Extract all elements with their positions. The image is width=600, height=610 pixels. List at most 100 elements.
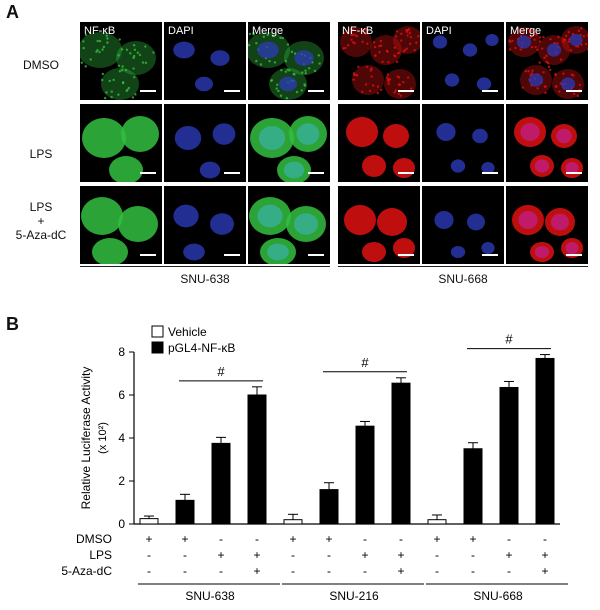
micrograph-r2-c4: [422, 186, 504, 264]
bar: [463, 448, 483, 525]
cell-line-label-left: SNU-638: [180, 272, 230, 286]
condition-sign: -: [471, 548, 475, 562]
scale-bar: [482, 254, 498, 256]
bar: [355, 425, 375, 525]
condition-label: LPS: [89, 548, 112, 562]
cell-line-underline-right: [338, 266, 588, 267]
micrograph-r2-c1: [164, 186, 246, 264]
bar: [427, 519, 447, 525]
micrograph-r0-c3: NF-κB: [338, 22, 420, 100]
scale-bar: [224, 254, 240, 256]
condition-sign: -: [435, 564, 439, 578]
condition-sign: +: [397, 564, 404, 578]
group-label: SNU-668: [473, 589, 523, 603]
condition-sign: -: [435, 548, 439, 562]
condition-sign: -: [183, 564, 187, 578]
y-tick-label: 2: [118, 474, 125, 488]
condition-sign: -: [507, 564, 511, 578]
condition-sign: +: [541, 564, 548, 578]
scale-bar: [398, 90, 414, 92]
scale-bar: [140, 254, 156, 256]
micrograph-r1-c4: [422, 104, 504, 182]
channel-label: Merge: [510, 25, 542, 37]
significance-mark: #: [361, 355, 369, 370]
condition-sign: +: [469, 532, 476, 546]
y-axis-unit: (x 10²): [97, 422, 109, 454]
condition-sign: +: [361, 548, 368, 562]
condition-sign: +: [289, 532, 296, 546]
scale-bar: [140, 90, 156, 92]
condition-sign: +: [325, 532, 332, 546]
scale-bar: [482, 172, 498, 174]
condition-sign: -: [147, 548, 151, 562]
micrograph-r2-c3: [338, 186, 420, 264]
y-tick-label: 8: [118, 345, 125, 359]
luciferase-bar-chart: 0 2 4 6 8 Relative Luciferase Activity (x 10²)…: [61, 325, 568, 603]
scale-bar: [398, 254, 414, 256]
bar: [283, 519, 303, 525]
micrograph-r0-c4: DAPI: [422, 22, 504, 100]
micrograph-r2-c5: [506, 186, 588, 264]
condition-sign: -: [291, 564, 295, 578]
scale-bar: [308, 172, 324, 174]
scale-bar: [224, 90, 240, 92]
micrograph-r1-c1: [164, 104, 246, 182]
legend-swatch: [151, 341, 164, 354]
micrograph-r0-c2: Merge: [248, 22, 330, 100]
condition-label: DMSO: [76, 532, 112, 546]
condition-sign: -: [327, 548, 331, 562]
condition-sign: +: [181, 532, 188, 546]
y-tick-label: 6: [118, 388, 125, 402]
row-label-0: DMSO: [23, 58, 59, 72]
condition-sign: -: [543, 532, 547, 546]
legend-swatch: [151, 325, 164, 338]
micrograph-r1-c3: [338, 104, 420, 182]
condition-sign: -: [399, 532, 403, 546]
bar: [535, 357, 555, 525]
channel-label: NF-κB: [84, 25, 116, 37]
channel-label: Merge: [252, 25, 284, 37]
bar: [499, 386, 519, 525]
condition-sign: -: [219, 564, 223, 578]
micrograph-r2-c0: [80, 186, 162, 264]
condition-sign: -: [363, 564, 367, 578]
legend-label: Vehicle: [168, 325, 207, 339]
condition-sign: +: [253, 564, 260, 578]
panel-a-letter: A: [6, 2, 19, 22]
micrograph-r0-c0: NF-κB: [80, 22, 162, 100]
condition-sign: -: [255, 532, 259, 546]
significance-mark: #: [505, 332, 513, 347]
bar: [247, 394, 267, 525]
legend-label: pGL4-NF-κB: [168, 341, 235, 355]
group-label: SNU-216: [329, 589, 379, 603]
condition-sign: +: [145, 532, 152, 546]
channel-label: NF-κB: [342, 25, 374, 37]
condition-sign: -: [471, 564, 475, 578]
condition-sign: -: [363, 532, 367, 546]
scale-bar: [566, 254, 582, 256]
bar: [175, 499, 195, 525]
micrograph-r1-c0: [80, 104, 162, 182]
condition-sign: -: [291, 548, 295, 562]
scale-bar: [566, 90, 582, 92]
condition-sign: +: [217, 548, 224, 562]
bar: [391, 382, 411, 525]
condition-sign: -: [507, 532, 511, 546]
significance-mark: #: [217, 364, 225, 379]
scale-bar: [308, 254, 324, 256]
condition-sign: +: [505, 548, 512, 562]
scale-bar: [308, 90, 324, 92]
condition-sign: +: [541, 548, 548, 562]
row-label-1: LPS: [29, 147, 53, 161]
condition-sign: +: [397, 548, 404, 562]
y-tick-label: 4: [118, 431, 125, 445]
y-axis-label: Relative Luciferase Activity: [79, 367, 93, 510]
group-label: SNU-638: [185, 589, 235, 603]
scale-bar: [482, 90, 498, 92]
condition-sign: -: [183, 548, 187, 562]
condition-sign: +: [433, 532, 440, 546]
row-label-2: LPS + 5-Aza-dC: [15, 200, 67, 242]
scale-bar: [566, 172, 582, 174]
condition-sign: +: [253, 548, 260, 562]
bar: [139, 518, 159, 525]
